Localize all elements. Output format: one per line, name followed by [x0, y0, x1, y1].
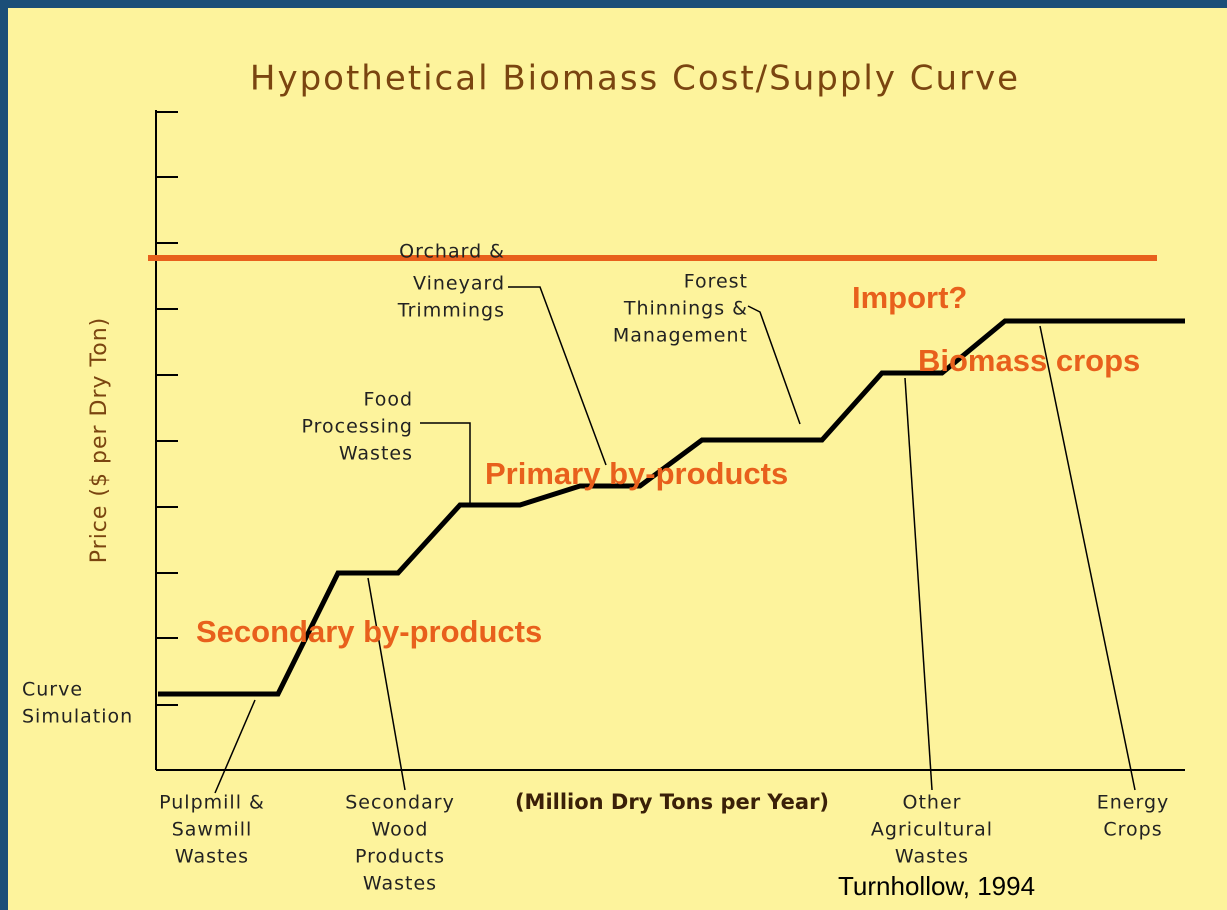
region-label: Secondary by-products — [196, 614, 542, 649]
annotation: Wastes — [363, 873, 437, 895]
annotation: Processing — [302, 416, 413, 438]
leader-lines — [214, 286, 1136, 794]
annotation: Orchard & — [399, 241, 505, 263]
y-axis-label: Price ($ per Dry Ton) — [87, 317, 112, 563]
annotation: Curve — [22, 679, 83, 701]
background — [8, 8, 1227, 910]
annotation: Trimmings — [397, 300, 505, 322]
annotation: Wood — [372, 819, 429, 841]
annotation: Products — [355, 846, 445, 868]
annotation: Management — [613, 325, 748, 347]
annotation: Sawmill — [172, 819, 253, 841]
annotation: Forest — [684, 271, 748, 293]
annotation: Energy — [1097, 792, 1170, 814]
region-label: Biomass crops — [918, 343, 1140, 378]
annotation: Wastes — [895, 846, 969, 868]
region-label: Import? — [852, 280, 967, 315]
annotation: Wastes — [175, 846, 249, 868]
x-axis-label: (Million Dry Tons per Year) — [515, 790, 829, 814]
annotation: Thinnings & — [623, 298, 748, 320]
annotation: Wastes — [339, 443, 413, 465]
title: Hypothetical Biomass Cost/Supply Curve — [250, 59, 1020, 99]
axes — [155, 110, 1185, 771]
annotation: Vineyard — [413, 273, 505, 295]
annotation: Food — [363, 389, 413, 411]
annotation: Secondary — [345, 792, 455, 814]
annotation: Simulation — [22, 706, 133, 728]
annotation: Crops — [1103, 819, 1162, 841]
source: Turnhollow, 1994 — [838, 871, 1035, 901]
supply-curve — [158, 318, 1185, 697]
region-label: Primary by-products — [485, 456, 788, 491]
annotation: Agricultural — [871, 819, 993, 841]
annotation: Other — [903, 792, 962, 814]
annotation: Pulpmill & — [159, 792, 265, 814]
